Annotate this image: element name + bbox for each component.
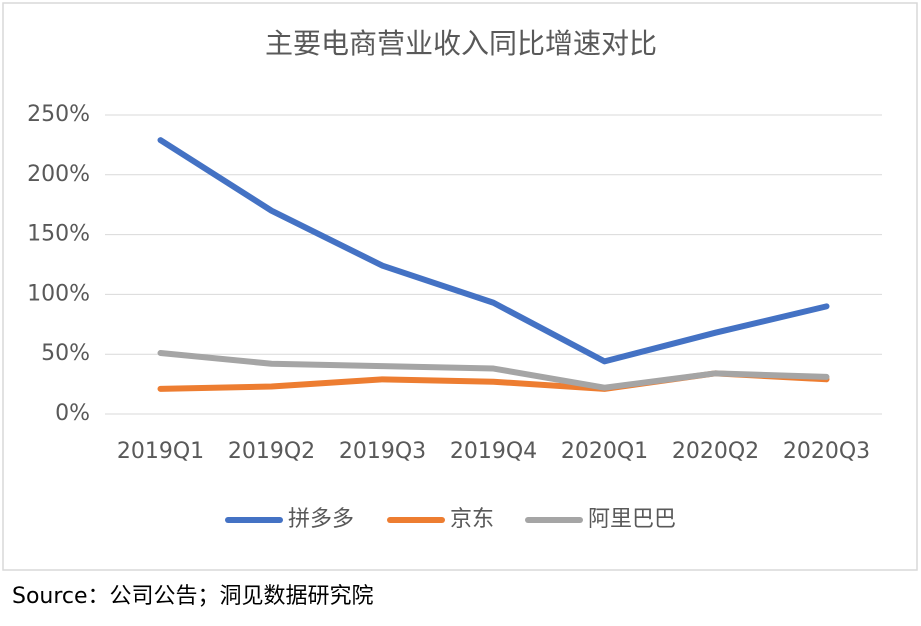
series-line xyxy=(157,350,830,391)
y-tick-label: 250% xyxy=(27,102,90,127)
x-tick-label: 2020Q2 xyxy=(672,439,759,464)
y-tick-label: 100% xyxy=(27,281,90,306)
x-tick-label: 2020Q1 xyxy=(561,439,648,464)
x-tick-label: 2019Q4 xyxy=(450,439,537,464)
chart-title: 主要电商营业收入同比增速对比 xyxy=(265,27,657,60)
y-tick-label: 0% xyxy=(55,401,90,426)
source-note: Source：公司公告；洞见数据研究院 xyxy=(12,584,374,609)
x-tick-label: 2019Q1 xyxy=(117,439,204,464)
y-tick-label: 50% xyxy=(41,341,90,366)
legend-label: 拼多多 xyxy=(288,507,354,532)
y-tick-label: 200% xyxy=(27,162,90,187)
y-tick-label: 150% xyxy=(27,222,90,247)
series-line xyxy=(157,137,830,365)
legend-label: 阿里巴巴 xyxy=(588,507,676,532)
legend-label: 京东 xyxy=(450,507,494,532)
x-tick-label: 2020Q3 xyxy=(783,439,870,464)
x-tick-label: 2019Q3 xyxy=(339,439,426,464)
x-tick-label: 2019Q2 xyxy=(228,439,315,464)
chart-frame xyxy=(2,2,918,571)
